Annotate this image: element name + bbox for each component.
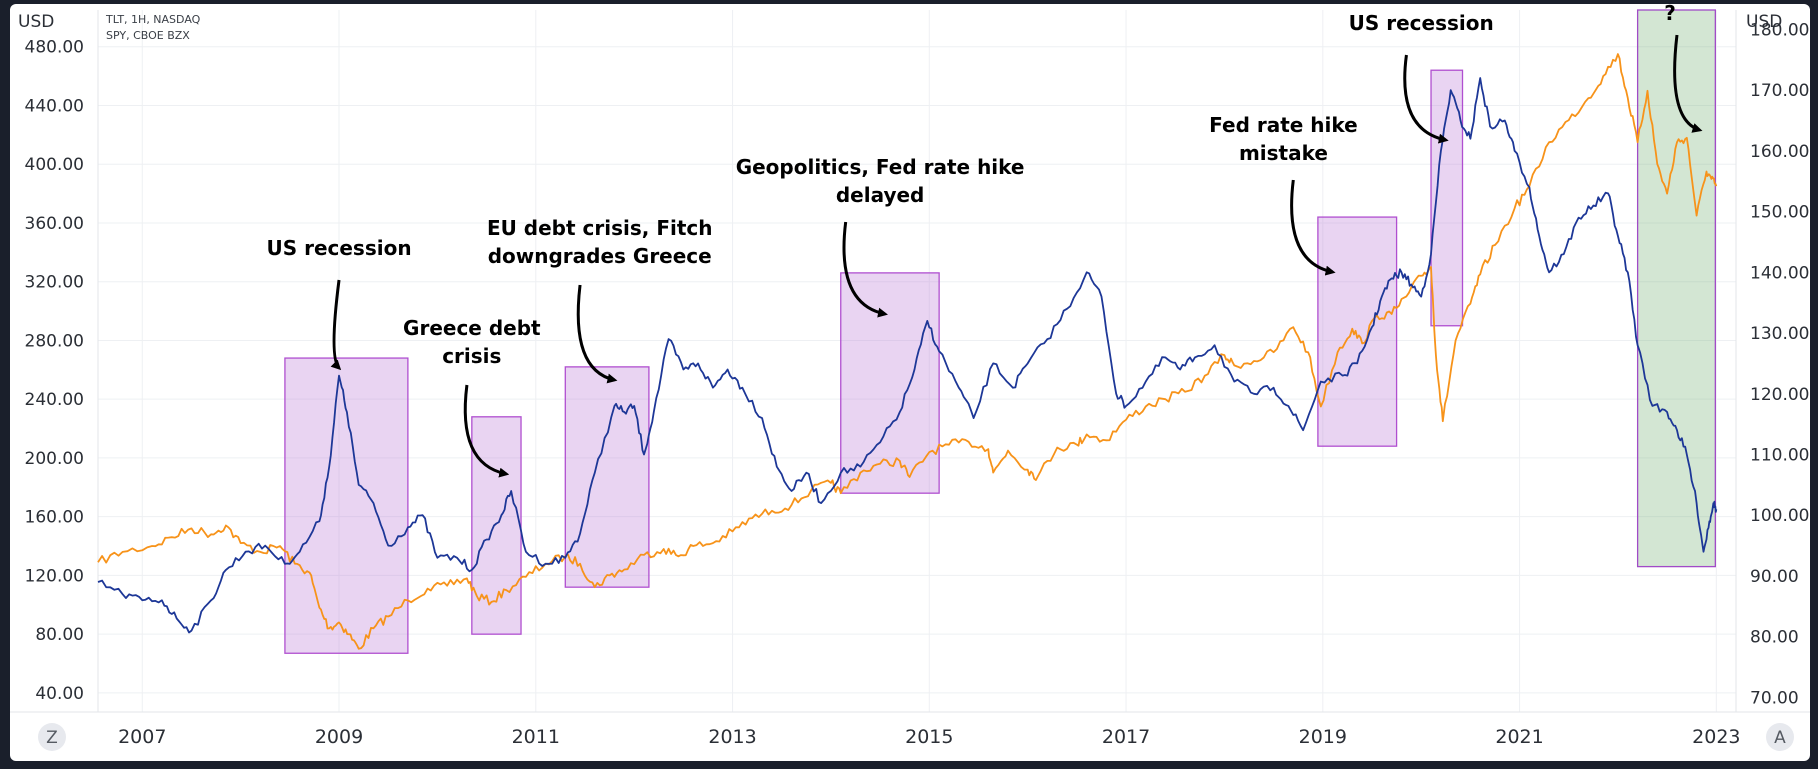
right-axis: 180.00 170.00 160.00 150.00 140.00 130.00 120.… bbox=[1750, 20, 1809, 708]
legend-spy[interactable]: SPY, CBOE BZX bbox=[106, 29, 190, 42]
left-tick-label: 440.00 bbox=[25, 96, 84, 116]
annotation-arrow bbox=[576, 284, 618, 384]
annotation-arrow bbox=[842, 221, 888, 318]
right-tick-label: 130.00 bbox=[1750, 324, 1809, 344]
annotation-box bbox=[564, 366, 650, 588]
left-tick-label: 480.00 bbox=[25, 38, 84, 58]
x-tick-label: 2011 bbox=[512, 726, 560, 748]
left-tick-label: 320.00 bbox=[25, 273, 84, 293]
right-tick-label: 70.00 bbox=[1750, 688, 1799, 708]
left-tick-label: 240.00 bbox=[25, 390, 84, 410]
right-tick-label: 110.00 bbox=[1750, 446, 1809, 466]
annotation-label: ? bbox=[1664, 1, 1676, 25]
z-button-label: Z bbox=[46, 728, 58, 748]
annotation-label: Geopolitics, Fed rate hike delayed bbox=[736, 155, 1025, 207]
x-tick-label: 2017 bbox=[1102, 726, 1150, 748]
spy-series-line bbox=[97, 53, 1718, 650]
left-tick-label: 80.00 bbox=[35, 625, 84, 645]
x-tick-label: 2019 bbox=[1299, 726, 1347, 748]
annotation-label: Fed rate hike mistake bbox=[1209, 113, 1358, 165]
tlt-series-line bbox=[97, 77, 1718, 634]
annotation-arrow bbox=[463, 384, 510, 478]
x-axis: 2007 2009 2011 2013 2015 2017 2019 2021 2023 bbox=[118, 726, 1740, 748]
x-tick-label: 2013 bbox=[708, 726, 756, 748]
x-tick-label: 2015 bbox=[905, 726, 953, 748]
annotation-arrow bbox=[330, 279, 342, 371]
left-tick-label: 400.00 bbox=[25, 155, 84, 175]
right-tick-label: 180.00 bbox=[1750, 20, 1809, 40]
right-tick-label: 160.00 bbox=[1750, 142, 1809, 162]
annotation-box bbox=[284, 357, 409, 654]
annotation-box bbox=[1636, 9, 1716, 568]
right-axis-unit: USD bbox=[1746, 12, 1782, 32]
x-tick-label: 2021 bbox=[1495, 726, 1543, 748]
left-axis: 480.00 440.00 400.00 360.00 320.00 280.00 240.… bbox=[25, 38, 84, 704]
annotation-arrow bbox=[1673, 34, 1703, 133]
annotation-arrow bbox=[1290, 179, 1336, 276]
left-tick-label: 200.00 bbox=[25, 449, 84, 469]
right-tick-label: 120.00 bbox=[1750, 385, 1809, 405]
right-tick-label: 140.00 bbox=[1750, 263, 1809, 283]
annotation-label: US recession bbox=[266, 236, 411, 260]
left-tick-label: 40.00 bbox=[35, 684, 84, 704]
left-tick-label: 280.00 bbox=[25, 331, 84, 351]
annotations: US recession Greece debt crisis EU debt cri… bbox=[266, 1, 1703, 478]
series-lines bbox=[97, 53, 1718, 650]
x-tick-label: 2007 bbox=[118, 726, 166, 748]
a-button-label: A bbox=[1774, 728, 1786, 748]
annotation-label: Greece debt crisis bbox=[403, 316, 541, 368]
annotation-box bbox=[1317, 216, 1398, 447]
left-axis-unit: USD bbox=[18, 12, 54, 32]
left-tick-label: 360.00 bbox=[25, 214, 84, 234]
left-tick-label: 160.00 bbox=[25, 508, 84, 528]
left-tick-label: 120.00 bbox=[25, 566, 84, 586]
annotation-label: EU debt crisis, Fitch downgrades Greece bbox=[487, 216, 713, 268]
right-tick-label: 90.00 bbox=[1750, 567, 1799, 587]
annotation-boxes bbox=[284, 9, 1716, 654]
annotation-arrow bbox=[1403, 54, 1449, 144]
gridlines bbox=[10, 10, 1810, 713]
right-tick-label: 150.00 bbox=[1750, 203, 1809, 223]
annotation-box bbox=[840, 272, 940, 494]
annotation-label: US recession bbox=[1349, 11, 1494, 35]
x-tick-label: 2023 bbox=[1692, 726, 1740, 748]
right-tick-label: 170.00 bbox=[1750, 81, 1809, 101]
right-tick-label: 100.00 bbox=[1750, 506, 1809, 526]
right-tick-label: 80.00 bbox=[1750, 628, 1799, 648]
legend-tlt[interactable]: TLT, 1H, NASDAQ bbox=[105, 13, 201, 26]
x-tick-label: 2009 bbox=[315, 726, 363, 748]
a-button[interactable]: A bbox=[1766, 723, 1794, 751]
z-button[interactable]: Z bbox=[38, 723, 66, 751]
